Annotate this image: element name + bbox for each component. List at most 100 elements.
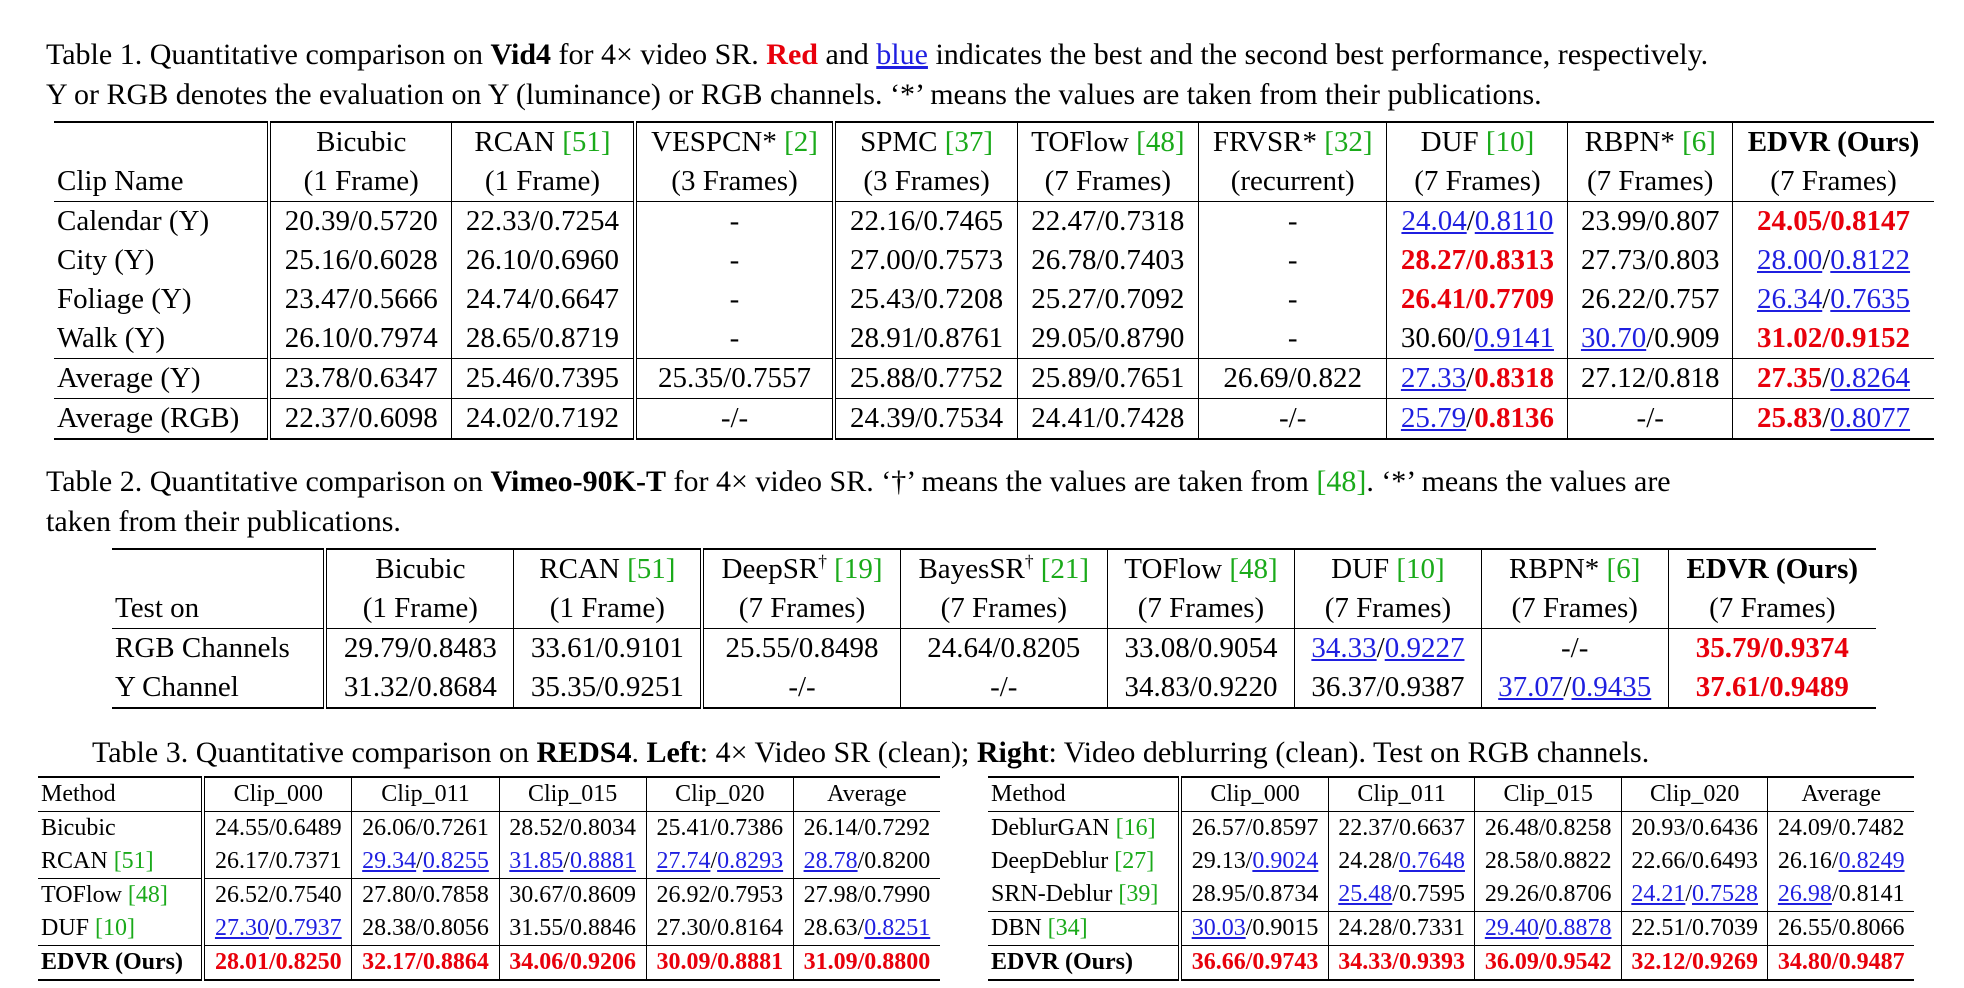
table2-caption-line1: Table 2. Quantitative comparison on Vime…	[46, 465, 1671, 498]
table-cell: 30.60/0.9141	[1386, 319, 1568, 359]
row-label: DUF [10]	[41, 915, 135, 941]
table-cell: 26.17/0.7371	[201, 845, 352, 879]
table-cell: 24.28/0.7648	[1327, 845, 1475, 878]
table-cell: 26.55/0.8066	[1767, 911, 1914, 946]
table-cell: 27.30/0.7937	[201, 912, 352, 946]
table-cell: 26.41/0.7709	[1386, 280, 1568, 319]
table-cell: 28.78/0.8200	[792, 845, 940, 879]
table-cell: 27.30/0.8164	[645, 912, 794, 946]
table-cell: 28.58/0.8822	[1474, 845, 1622, 878]
table-cell: 34.80/0.9487	[1767, 945, 1914, 980]
table-cell: 24.41/0.7428	[1016, 398, 1199, 439]
table-cell: 20.39/0.5720	[267, 201, 452, 241]
t1-h-vespcn: VESPCN* [2]	[632, 122, 835, 162]
table-cell: 28.27/0.8313	[1386, 241, 1568, 280]
table-cell: 24.74/0.6647	[451, 280, 635, 319]
column-header: Clip_015	[1474, 777, 1622, 812]
column-header: Average	[792, 777, 940, 812]
table-cell: 36.37/0.9387	[1294, 668, 1482, 708]
table-row: Average (RGB) 22.37/0.6098 24.02/0.7192 -/-…	[54, 398, 1934, 439]
table-cell: 25.88/0.7752	[832, 358, 1018, 399]
column-header: Clip_020	[1620, 777, 1768, 812]
table-cell: 30.67/0.8609	[498, 878, 647, 912]
table-cell: 27.73/0.803	[1567, 241, 1733, 280]
table-cell: -	[1197, 319, 1387, 359]
table-cell: 29.05/0.8790	[1016, 319, 1199, 359]
table-cell: -/-	[632, 398, 835, 439]
table-cell: 29.34/0.8255	[351, 845, 500, 879]
table-cell: 30.09/0.8881	[645, 945, 794, 980]
table-cell: 27.33/0.8318	[1386, 358, 1568, 399]
table-cell: 25.46/0.7395	[451, 358, 635, 399]
table-cell: 31.32/0.8684	[323, 668, 514, 708]
row-label: Y Channel	[115, 671, 239, 703]
table-cell: -	[1197, 201, 1387, 241]
table-cell: 24.05/0.8147	[1732, 201, 1934, 241]
table-cell: 26.14/0.7292	[792, 811, 940, 845]
table-cell: 26.16/0.8249	[1767, 845, 1914, 878]
row-label: Foliage (Y)	[57, 283, 192, 315]
table-cell: 23.78/0.6347	[267, 358, 452, 399]
table-cell: 28.52/0.8034	[498, 811, 647, 845]
table-cell: -	[632, 201, 835, 241]
table-cell: 22.37/0.6098	[267, 398, 452, 439]
row-label: DBN [34]	[991, 915, 1088, 941]
table-cell: 31.09/0.8800	[792, 945, 940, 980]
row-label: RCAN [51]	[41, 848, 154, 874]
table-cell: 36.09/0.9542	[1474, 945, 1622, 980]
table-cell: 34.06/0.9206	[498, 945, 647, 980]
table-cell: 22.51/0.7039	[1620, 911, 1768, 946]
table-row: EDVR (Ours) 36.66/0.9743 34.33/0.9393 36.09…	[988, 945, 1914, 980]
table-cell: 28.00/0.8122	[1732, 241, 1934, 280]
table1-caption-line1: Table 1. Quantitative comparison on Vid4…	[46, 38, 1709, 71]
table-cell: 22.47/0.7318	[1016, 201, 1199, 241]
table-cell: 26.22/0.757	[1567, 280, 1733, 319]
table-row: Y Channel 31.32/0.8684 35.35/0.9251 -/- -/- 3…	[112, 668, 1876, 708]
table-cell: 28.01/0.8250	[201, 945, 352, 980]
table-cell: -	[1197, 280, 1387, 319]
table-cell: 25.48/0.7595	[1327, 878, 1475, 912]
table-cell: 30.70/0.909	[1567, 319, 1733, 359]
table-cell: 23.99/0.807	[1567, 201, 1733, 241]
table-cell: 34.83/0.9220	[1106, 668, 1295, 708]
table-cell: 33.08/0.9054	[1106, 628, 1295, 668]
table-cell: 24.64/0.8205	[899, 628, 1108, 668]
table-cell: 26.10/0.7974	[267, 319, 452, 359]
table-cell: 26.57/0.8597	[1178, 811, 1329, 845]
t1-body: Calendar (Y) 20.39/0.5720 22.33/0.7254-22.…	[54, 201, 1934, 439]
row-label: RGB Channels	[115, 632, 290, 664]
table-cell: 24.02/0.7192	[451, 398, 635, 439]
table-cell: -	[632, 280, 835, 319]
table-cell: 23.47/0.5666	[267, 280, 452, 319]
table-cell: -	[632, 319, 835, 359]
table-cell: 22.66/0.6493	[1620, 845, 1768, 878]
t1-h-rbpn: RBPN* [6]	[1567, 122, 1733, 162]
column-header: Clip_011	[351, 777, 500, 812]
table-cell: 20.93/0.6436	[1620, 811, 1768, 845]
column-header: Clip_020	[645, 777, 794, 812]
table-cell: -/-	[1197, 398, 1387, 439]
table-cell: 29.40/0.8878	[1474, 911, 1622, 946]
table-cell: -/-	[1480, 628, 1669, 668]
row-label: DeblurGAN [16]	[991, 815, 1156, 841]
table-row: Average (Y) 23.78/0.6347 25.46/0.7395 25.35…	[54, 358, 1934, 399]
table-cell: 26.48/0.8258	[1474, 811, 1622, 845]
t1-h-toflow: TOFlow [48]	[1016, 122, 1199, 162]
column-header: Clip_011	[1327, 777, 1475, 812]
table-cell: 28.91/0.8761	[832, 319, 1018, 359]
table-cell: 32.12/0.9269	[1620, 945, 1768, 980]
table-cell: 28.95/0.8734	[1178, 878, 1329, 912]
row-label: SRN-Deblur [39]	[991, 881, 1159, 907]
table-cell: 26.98/0.8141	[1767, 878, 1914, 912]
table-row: City (Y) 25.16/0.6028 26.10/0.6960-27.00/0…	[54, 241, 1934, 280]
table-cell: 37.61/0.9489	[1667, 668, 1876, 708]
table-row: Calendar (Y) 20.39/0.5720 22.33/0.7254-22.…	[54, 201, 1934, 241]
table-cell: 24.04/0.8110	[1386, 201, 1568, 241]
table-cell: 32.17/0.8864	[351, 945, 500, 980]
table-cell: 25.41/0.7386	[645, 811, 794, 845]
table-row: DeepDeblur [27] 29.13/0.9024 24.28/0.7648 2…	[988, 845, 1914, 878]
table-cell: 29.79/0.8483	[323, 628, 514, 668]
table-cell: 24.21/0.7528	[1620, 878, 1768, 912]
table-cell: 28.63/0.8251	[792, 912, 940, 946]
table-cell: 24.28/0.7331	[1327, 911, 1475, 946]
